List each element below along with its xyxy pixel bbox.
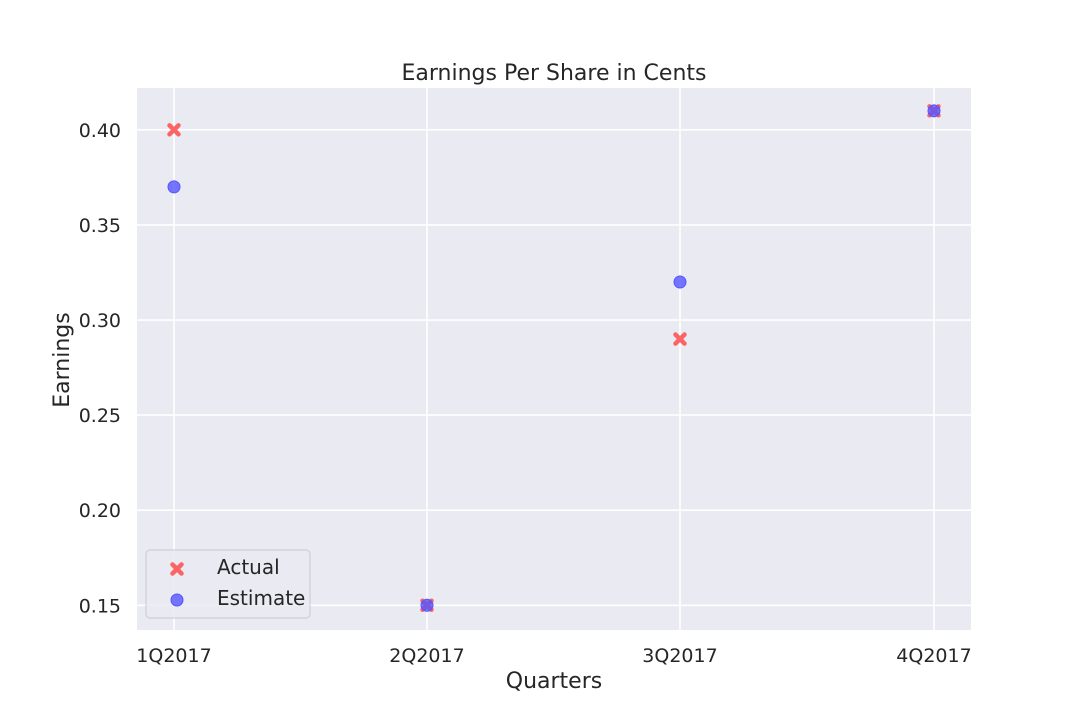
x-tick-labels: 1Q2017 2Q2017 3Q2017 4Q2017 — [136, 645, 971, 667]
point-actual — [673, 332, 687, 346]
y-tick-label: 0.40 — [79, 120, 121, 142]
plot-area — [137, 88, 971, 630]
y-axis-label: Earnings — [50, 312, 75, 407]
x-tick-label: 2Q2017 — [389, 645, 464, 667]
y-tick-label: 0.20 — [79, 500, 121, 522]
legend-label-actual: Actual — [217, 555, 280, 579]
point-estimate — [673, 275, 687, 289]
grid — [137, 88, 971, 630]
legend-marker-x — [170, 562, 184, 576]
y-tick-labels: 0.15 0.20 0.25 0.30 0.35 0.40 — [79, 120, 121, 617]
y-tick-label: 0.30 — [79, 310, 121, 332]
y-tick-label: 0.25 — [79, 405, 121, 427]
legend-box — [145, 549, 311, 619]
point-estimate — [420, 598, 434, 612]
x-tick-label: 3Q2017 — [642, 645, 717, 667]
x-tick-label: 1Q2017 — [136, 645, 211, 667]
y-tick-label: 0.15 — [79, 595, 121, 617]
legend-marker-estimate — [170, 593, 184, 607]
point-estimate — [927, 104, 941, 118]
legend-label-estimate: Estimate — [217, 586, 305, 610]
legend: Actual Estimate — [145, 549, 311, 619]
point-actual — [167, 123, 181, 137]
x-tick-label: 4Q2017 — [896, 645, 971, 667]
legend-marker-actual — [170, 562, 184, 576]
point-estimate — [167, 180, 181, 194]
x-axis-label: Quarters — [506, 669, 602, 694]
data-points — [167, 104, 941, 613]
chart-title: Earnings Per Share in Cents — [402, 61, 707, 86]
legend-marker-circle — [170, 593, 184, 607]
y-tick-label: 0.35 — [79, 215, 121, 237]
